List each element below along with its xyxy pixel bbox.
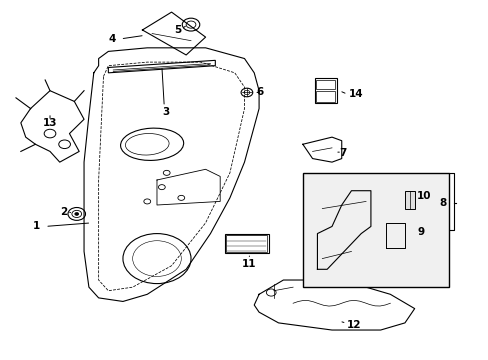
Text: 6: 6	[256, 87, 264, 98]
Text: 9: 9	[416, 227, 424, 237]
Text: 5: 5	[174, 25, 181, 35]
Bar	[314, 78, 336, 103]
Text: 4: 4	[108, 34, 116, 44]
Text: 10: 10	[416, 191, 431, 201]
Text: 13: 13	[42, 118, 57, 128]
Bar	[224, 234, 268, 253]
Text: 1: 1	[33, 221, 40, 231]
Text: 8: 8	[438, 198, 446, 208]
Text: 3: 3	[162, 107, 169, 117]
Circle shape	[75, 212, 79, 215]
Bar	[225, 235, 267, 252]
Text: 2: 2	[60, 207, 67, 217]
Bar	[316, 80, 335, 89]
Text: 14: 14	[348, 89, 363, 99]
Bar	[404, 191, 414, 208]
Text: 7: 7	[339, 148, 346, 158]
Text: 12: 12	[346, 320, 360, 330]
Bar	[316, 91, 335, 102]
Bar	[302, 173, 448, 287]
Text: 11: 11	[242, 259, 256, 269]
